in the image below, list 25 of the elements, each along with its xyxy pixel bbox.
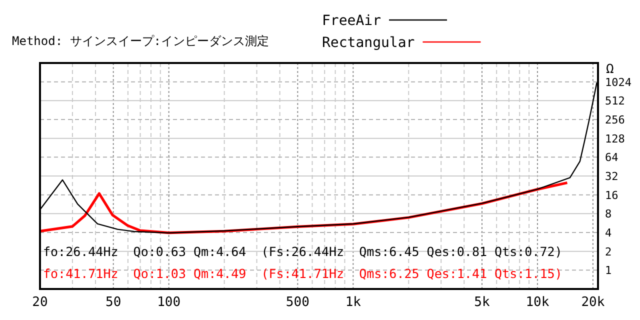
x-tick-label: 20k [581,295,605,310]
y-tick-label: 128 [605,132,625,146]
y-tick-label: 512 [605,94,625,108]
legend-label: Rectangular [322,35,415,51]
chart-title: Method: サインスイープ:インピーダンス測定 [12,34,270,48]
y-tick-label: 16 [605,188,618,202]
y-tick-label: 2 [605,245,612,258]
legend-label: FreeAir [322,13,382,29]
annotation: fo:41.71Hz Qo:1.03 Qm:4.49 (Fs:41.71Hz Qms:6.25 Qes:1.41 Qts:1.15) [43,266,562,281]
y-tick-label: 1 [605,264,612,278]
y-tick-label: 1024 [605,76,632,89]
y-tick-label: 64 [605,151,619,164]
x-tick-label: 50 [106,295,122,310]
x-tick-label: 20 [32,295,48,310]
x-tick-label: 100 [157,295,181,310]
x-tick-label: 1k [345,295,362,310]
annotation: fo:26.44Hz Qo:0.63 Qm:4.64 (Fs:26.44Hz Qms:6.45 Qes:0.81 Qts:0.72) [43,244,562,259]
y-axis-title: Ω [606,62,614,77]
x-tick-label: 5k [474,295,490,310]
y-tick-label: 4 [605,226,612,240]
y-tick-label: 32 [605,170,618,183]
x-tick-label: 10k [526,295,550,310]
y-tick-label: 256 [605,114,625,126]
x-tick-label: 500 [286,295,310,310]
y-tick-label: 8 [605,208,612,221]
